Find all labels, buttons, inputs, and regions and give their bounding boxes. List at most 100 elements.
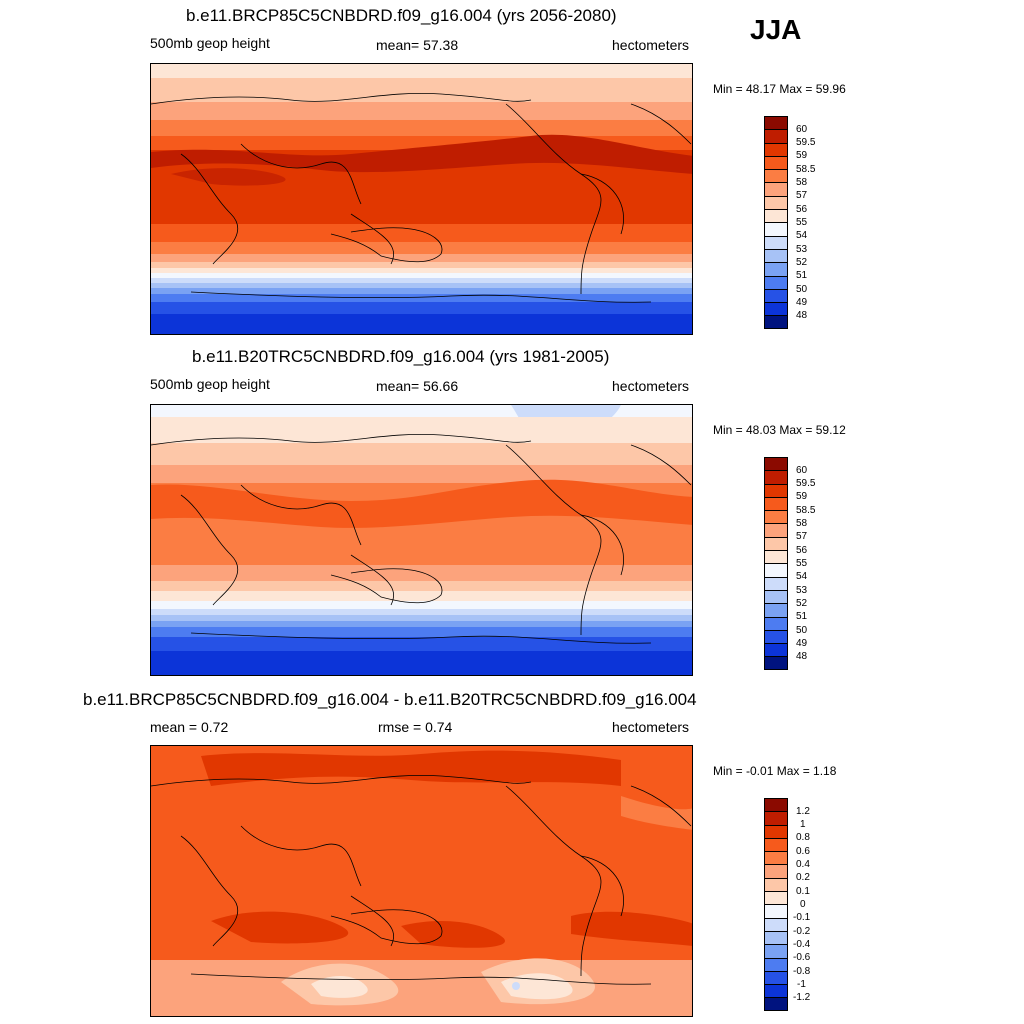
colorbar-tick-label: 55 (796, 558, 808, 569)
colorbar-swatch (764, 182, 788, 196)
panel1-units-label: hectometers (612, 37, 690, 53)
colorbar-tick-label: -0.2 (793, 926, 811, 937)
colorbar-swatch (764, 864, 788, 878)
colorbar-swatch (764, 302, 788, 316)
colorbar-tick-label: 56 (796, 545, 808, 556)
panel2-mean-label: mean= 56.66 (376, 378, 459, 394)
panel2-title: b.e11.B20TRC5CNBDRD.f09_g16.004 (yrs 198… (192, 347, 610, 366)
colorbar-swatch (764, 984, 788, 998)
colorbar-tick-label: 57 (796, 531, 808, 542)
panel2-colorbar (764, 457, 788, 670)
colorbar-swatch (764, 496, 788, 511)
colorbar-tick-label: 59 (796, 150, 808, 161)
colorbar-tick-label: 0 (800, 899, 806, 910)
panel3-mean-label: mean = 0.72 (150, 719, 229, 735)
colorbar-tick-label: 0.6 (796, 846, 810, 857)
colorbar-tick-label: -0.1 (793, 912, 811, 923)
colorbar-tick-label: 56 (796, 204, 808, 215)
colorbar-tick-label: 0.2 (796, 872, 810, 883)
colorbar-swatch (764, 142, 788, 156)
colorbar-tick-label: 58 (796, 518, 808, 529)
colorbar-tick-label: 51 (796, 270, 808, 281)
colorbar-tick-label: 59.5 (796, 478, 816, 489)
colorbar-tick-label: 1 (800, 819, 806, 830)
colorbar-swatch (764, 656, 788, 670)
colorbar-tick-label: 55 (796, 217, 808, 228)
colorbar-swatch (764, 288, 788, 303)
colorbar-swatch (764, 616, 788, 630)
colorbar-tick-label: 51 (796, 611, 808, 622)
colorbar-tick-label: 58 (796, 177, 808, 188)
colorbar-swatch (764, 891, 788, 905)
colorbar-tick-label: 49 (796, 638, 808, 649)
colorbar-swatch (764, 576, 788, 590)
colorbar-swatch (764, 536, 788, 551)
colorbar-tick-label: 1.2 (796, 806, 810, 817)
colorbar-swatch (764, 129, 788, 143)
colorbar-swatch (764, 930, 788, 945)
colorbar-tick-label: 58.5 (796, 164, 816, 175)
colorbar-swatch (764, 603, 788, 617)
colorbar-swatch (764, 957, 788, 971)
colorbar-tick-label: 58.5 (796, 505, 816, 516)
colorbar-swatch (764, 563, 788, 577)
colorbar-tick-label: 53 (796, 244, 808, 255)
panel3-title: b.e11.BRCP85C5CNBDRD.f09_g16.004 - b.e11… (83, 690, 697, 709)
colorbar-tick-label: 50 (796, 625, 808, 636)
panel3-colorbar (764, 798, 788, 1011)
panel1-map (150, 63, 693, 335)
panel1-colorbar (764, 116, 788, 329)
colorbar-swatch (764, 248, 788, 263)
panel3-minmax: Min = -0.01 Max = 1.18 (713, 764, 837, 778)
panel2-minmax: Min = 48.03 Max = 59.12 (713, 423, 846, 437)
colorbar-swatch (764, 262, 788, 276)
colorbar-tick-label: 54 (796, 571, 808, 582)
colorbar-tick-label: 0.4 (796, 859, 810, 870)
colorbar-swatch (764, 483, 788, 497)
colorbar-tick-label: 48 (796, 651, 808, 662)
colorbar-swatch (764, 155, 788, 170)
colorbar-tick-label: 49 (796, 297, 808, 308)
colorbar-swatch (764, 811, 788, 825)
colorbar-swatch (764, 275, 788, 289)
panel2-map (150, 404, 693, 676)
colorbar-swatch (764, 629, 788, 644)
colorbar-swatch (764, 470, 788, 484)
panel3-field (151, 746, 692, 1016)
panel1-variable-label: 500mb geop height (150, 35, 270, 51)
colorbar-swatch (764, 116, 788, 130)
colorbar-tick-label: 0.1 (796, 886, 810, 897)
colorbar-swatch (764, 904, 788, 918)
colorbar-swatch (764, 235, 788, 249)
panel2-units-label: hectometers (612, 378, 690, 394)
colorbar-tick-label: 50 (796, 284, 808, 295)
season-label: JJA (750, 14, 802, 45)
colorbar-swatch (764, 837, 788, 852)
colorbar-tick-label: 57 (796, 190, 808, 201)
panel1-field (151, 64, 692, 334)
colorbar-swatch (764, 550, 788, 564)
panel2-field (151, 405, 692, 675)
colorbar-swatch (764, 944, 788, 958)
panel3-units-label: hectometers (612, 719, 690, 735)
colorbar-tick-label: 59 (796, 491, 808, 502)
colorbar-swatch (764, 589, 788, 604)
colorbar-swatch (764, 851, 788, 865)
colorbar-swatch (764, 457, 788, 471)
colorbar-tick-label: 60 (796, 124, 808, 135)
colorbar-tick-label: 59.5 (796, 137, 816, 148)
colorbar-swatch (764, 997, 788, 1011)
colorbar-swatch (764, 824, 788, 838)
colorbar-tick-label: 60 (796, 465, 808, 476)
colorbar-tick-label: -1 (797, 979, 806, 990)
colorbar-swatch (764, 970, 788, 985)
colorbar-tick-label: 48 (796, 310, 808, 321)
colorbar-tick-label: -0.4 (793, 939, 811, 950)
panel2-variable-label: 500mb geop height (150, 376, 270, 392)
colorbar-swatch (764, 798, 788, 812)
panel3-map (150, 745, 693, 1017)
colorbar-swatch (764, 209, 788, 223)
colorbar-swatch (764, 315, 788, 329)
colorbar-swatch (764, 643, 788, 657)
colorbar-swatch (764, 510, 788, 524)
